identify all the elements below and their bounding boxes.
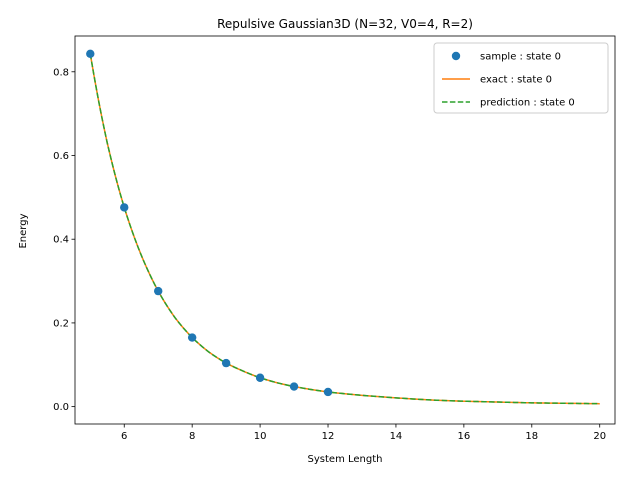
x-axis-label: System Length	[308, 454, 383, 465]
prediction-line	[89, 53, 600, 405]
legend: sample : state 0 exact : state 0 predictio…	[433, 42, 609, 114]
legend-label: sample : state 0	[480, 52, 561, 63]
legend-frame	[433, 42, 609, 114]
y-tick-label: 0.4	[53, 235, 69, 246]
x-tick-label: 8	[189, 431, 195, 442]
x-tick-label: 10	[254, 431, 267, 442]
y-tick-label: 0.0	[53, 402, 69, 413]
y-tick-label: 0.6	[53, 151, 69, 162]
x-tick-label: 14	[390, 431, 403, 442]
x-tick-label: 16	[458, 431, 471, 442]
sample-point	[323, 387, 333, 397]
x-tick-label: 18	[525, 431, 538, 442]
sample-point	[187, 333, 197, 342]
y-tick-label: 0.2	[53, 318, 69, 329]
sample-point	[255, 373, 265, 382]
sample-point	[154, 286, 163, 296]
legend-label: prediction : state 0	[480, 98, 575, 109]
x-tick-label: 6	[121, 431, 127, 442]
chart-title: Repulsive Gaussian3D (N=32, V0=4, R=2)	[217, 17, 473, 31]
sample-point	[86, 49, 95, 58]
series-layer	[86, 49, 600, 405]
x-tick-label: 20	[593, 431, 606, 442]
y-axis-label: Energy	[18, 213, 29, 248]
x-axis-ticks: 6 8 10 12 14 16 18 20	[121, 424, 606, 442]
sample-point	[289, 382, 299, 391]
sample-point	[221, 358, 231, 368]
y-tick-label: 0.8	[53, 67, 69, 78]
x-tick-label: 12	[322, 431, 335, 442]
sample-point	[120, 203, 129, 212]
y-axis-ticks: 0.0 0.2 0.4 0.6 0.8	[53, 67, 75, 413]
legend-label: exact : state 0	[480, 75, 552, 86]
legend-marker	[451, 51, 461, 61]
